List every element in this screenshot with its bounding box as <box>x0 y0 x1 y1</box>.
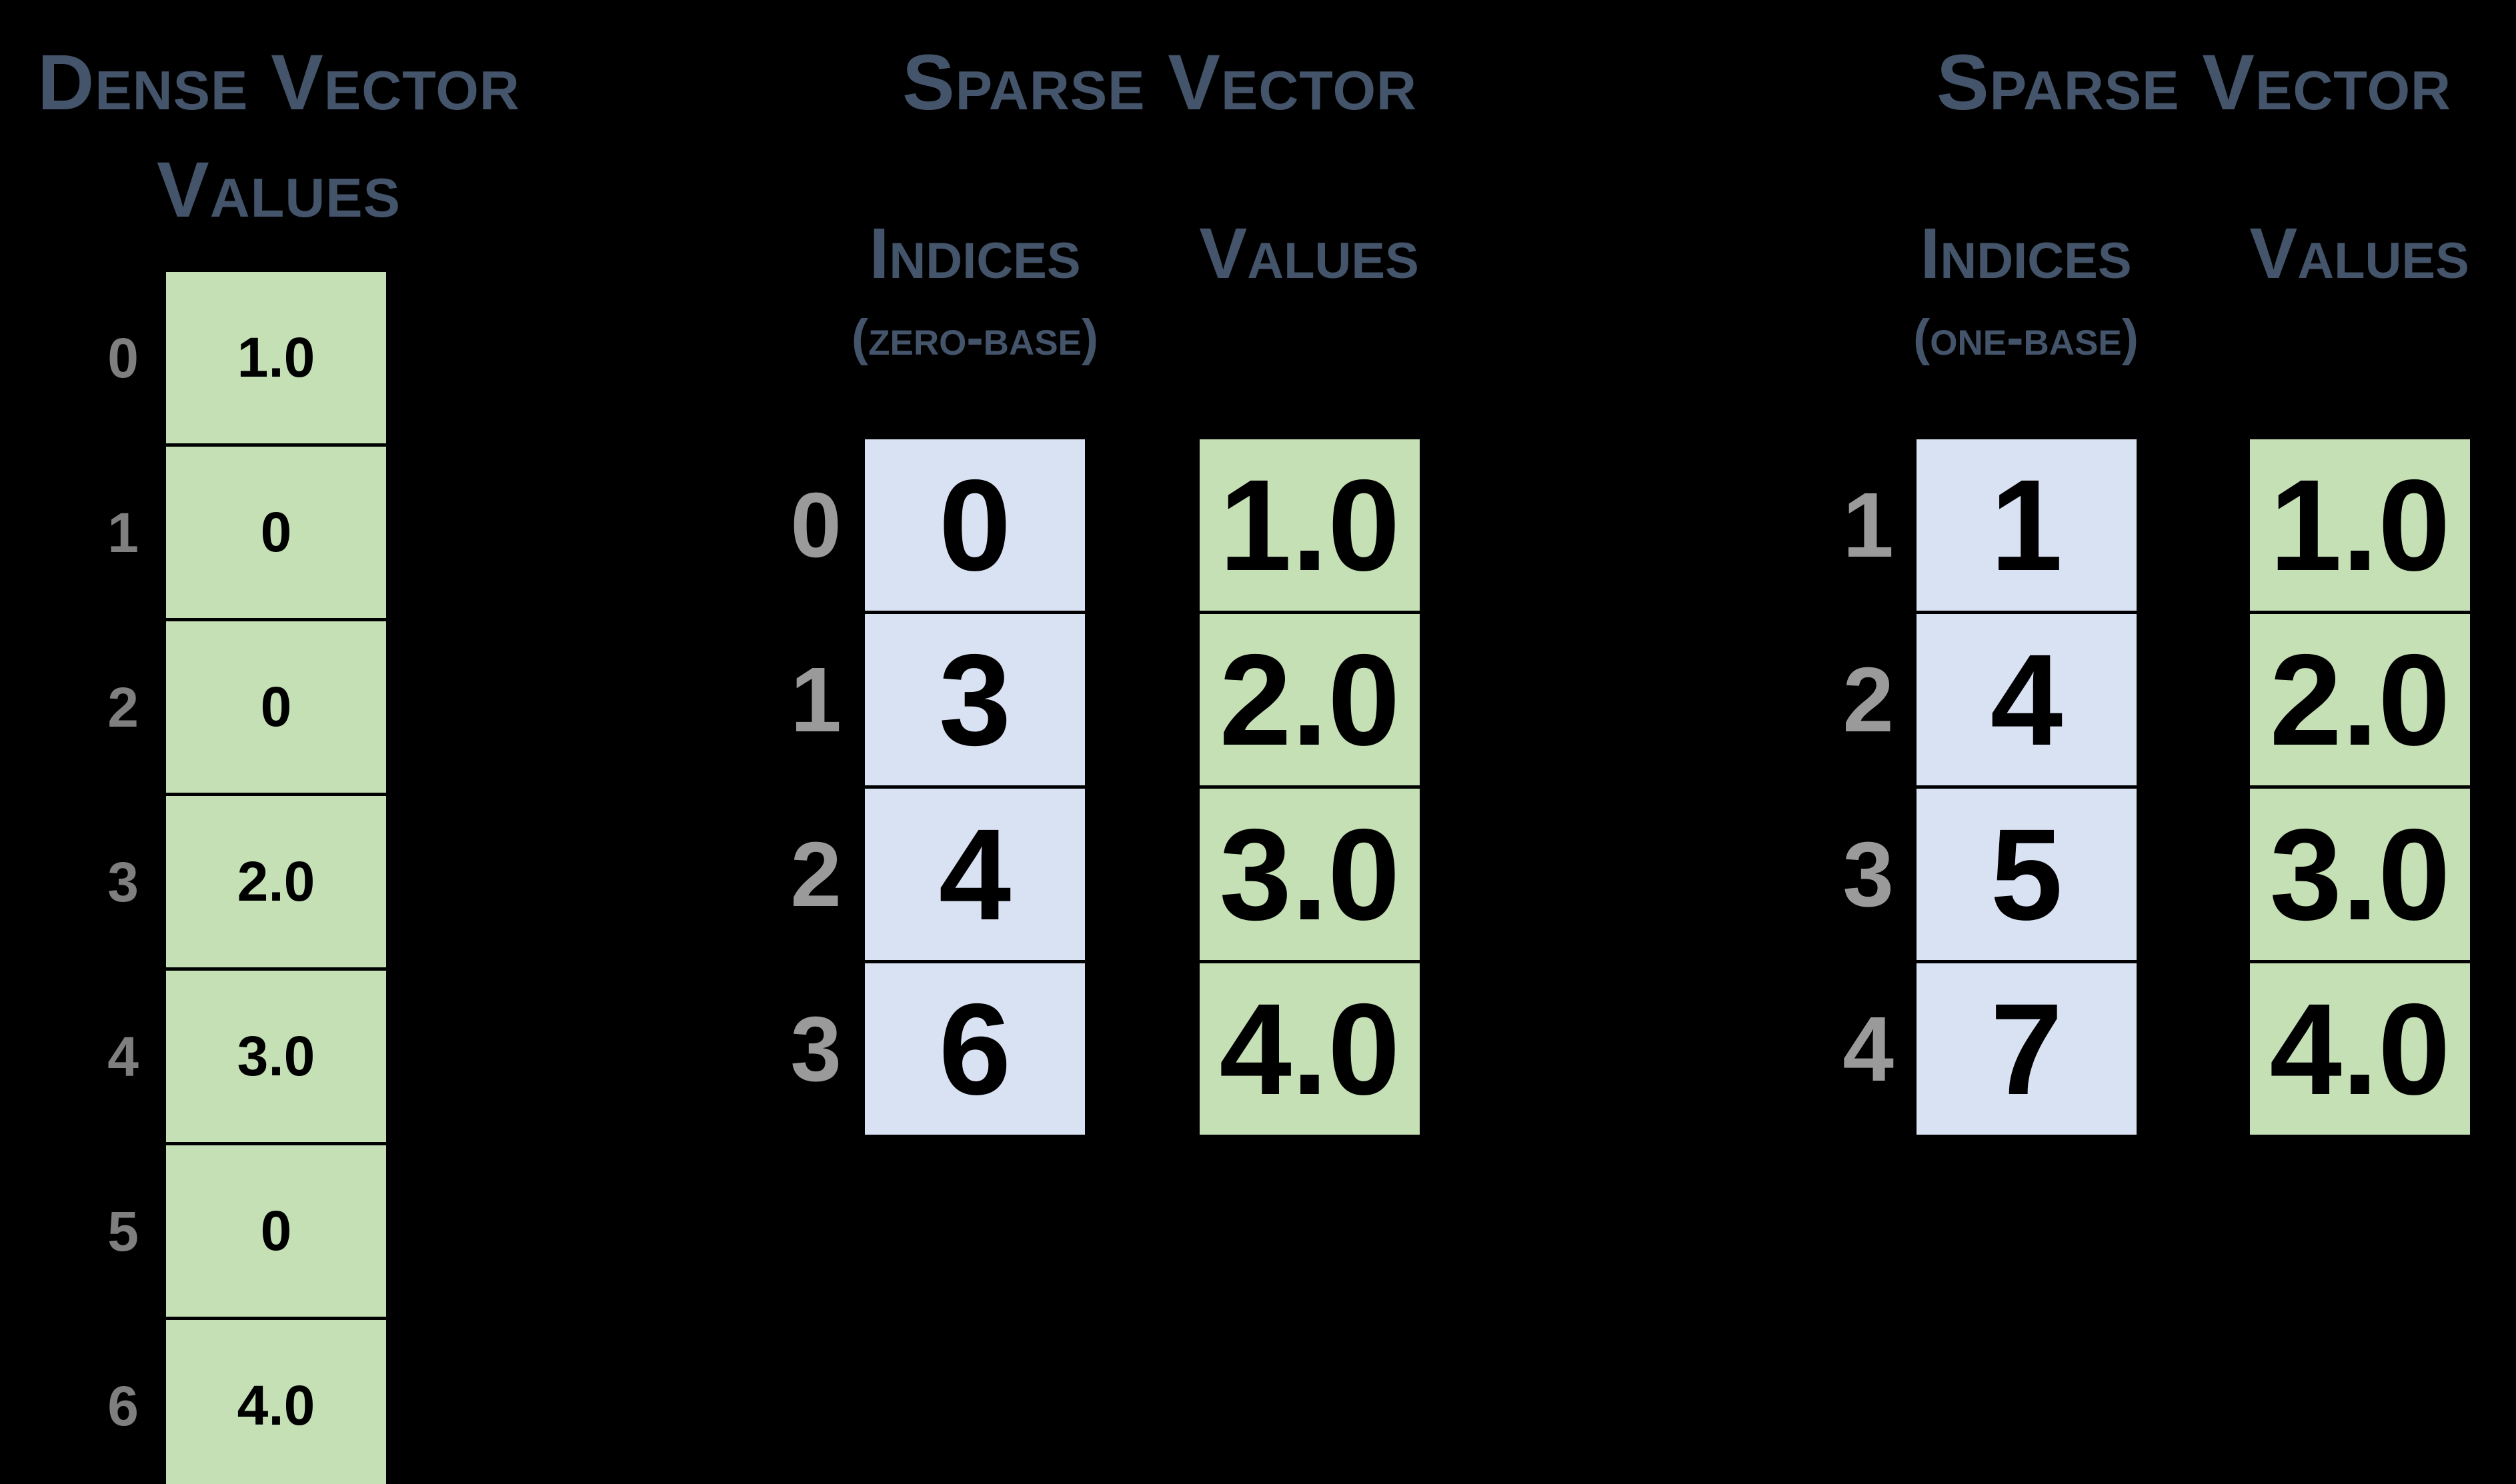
row-label: 2 <box>790 823 842 926</box>
sparse-zero-values-column: 1.0 2.0 3.0 4.0 <box>1196 436 1423 1138</box>
row-label: 3 <box>107 850 139 913</box>
row-label: 0 <box>790 473 842 577</box>
value-cell: 3.0 <box>1196 785 1423 963</box>
value-cell: 0 <box>163 1142 389 1320</box>
value-cell: 1.0 <box>163 269 389 447</box>
sparse-zero-title: Sparse Vector <box>902 39 1417 127</box>
index-cell: 6 <box>862 960 1088 1138</box>
sparse-zero-values-header: Values <box>1199 213 1419 293</box>
value-cell: 4.0 <box>163 1317 389 1484</box>
sparse-zero-row-labels: 0 1 2 3 <box>708 436 842 1137</box>
index-cell: 4 <box>862 785 1088 963</box>
row-label: 1 <box>790 648 842 751</box>
row-label: 4 <box>107 1025 139 1088</box>
row-label: 3 <box>790 997 842 1101</box>
row-label: 2 <box>1842 648 1894 751</box>
dense-vector-title-line1: Dense Vector <box>37 39 520 127</box>
value-cell: 2.0 <box>1196 611 1423 789</box>
value-cell: 2.0 <box>163 793 389 971</box>
sparse-zero-indices-column: 0 3 4 6 <box>862 436 1088 1138</box>
sparse-zero-base-note: (zero-base) <box>851 309 1099 366</box>
dense-row-labels: 0 1 2 3 4 5 6 <box>5 269 139 1484</box>
row-label: 1 <box>107 501 139 564</box>
sparse-one-base-note: (one-base) <box>1913 309 2139 366</box>
index-cell: 0 <box>862 436 1088 614</box>
row-label: 4 <box>1842 997 1894 1101</box>
index-cell: 7 <box>1913 960 2140 1138</box>
value-cell: 1.0 <box>1196 436 1423 614</box>
value-cell: 1.0 <box>2247 436 2473 614</box>
sparse-one-values-header: Values <box>2249 213 2469 293</box>
value-cell: 0 <box>163 443 389 621</box>
row-label: 1 <box>1842 473 1894 577</box>
dense-vector-title-line2: Values <box>156 146 401 234</box>
value-cell: 3.0 <box>163 967 389 1145</box>
dense-values-column: 1.0 0 0 2.0 3.0 0 4.0 <box>163 269 389 1484</box>
sparse-one-values-column: 1.0 2.0 3.0 4.0 <box>2247 436 2473 1138</box>
row-label: 2 <box>107 675 139 739</box>
value-cell: 4.0 <box>2247 960 2473 1138</box>
sparse-zero-indices-header: Indices <box>869 213 1081 293</box>
row-label: 0 <box>107 326 139 389</box>
row-label: 3 <box>1842 823 1894 926</box>
sparse-one-indices-column: 1 4 5 7 <box>1913 436 2140 1138</box>
sparse-one-title: Sparse Vector <box>1937 39 2451 127</box>
index-cell: 1 <box>1913 436 2140 614</box>
dense-vector-title: Dense Vector Values <box>0 29 579 244</box>
sparse-one-row-labels: 1 2 3 4 <box>1760 436 1894 1137</box>
row-label: 6 <box>107 1374 139 1437</box>
value-cell: 3.0 <box>2247 785 2473 963</box>
value-cell: 0 <box>163 618 389 796</box>
row-label: 5 <box>107 1199 139 1263</box>
sparse-one-indices-header: Indices <box>1920 213 2132 293</box>
value-cell: 4.0 <box>1196 960 1423 1138</box>
index-cell: 3 <box>862 611 1088 789</box>
value-cell: 2.0 <box>2247 611 2473 789</box>
index-cell: 5 <box>1913 785 2140 963</box>
index-cell: 4 <box>1913 611 2140 789</box>
